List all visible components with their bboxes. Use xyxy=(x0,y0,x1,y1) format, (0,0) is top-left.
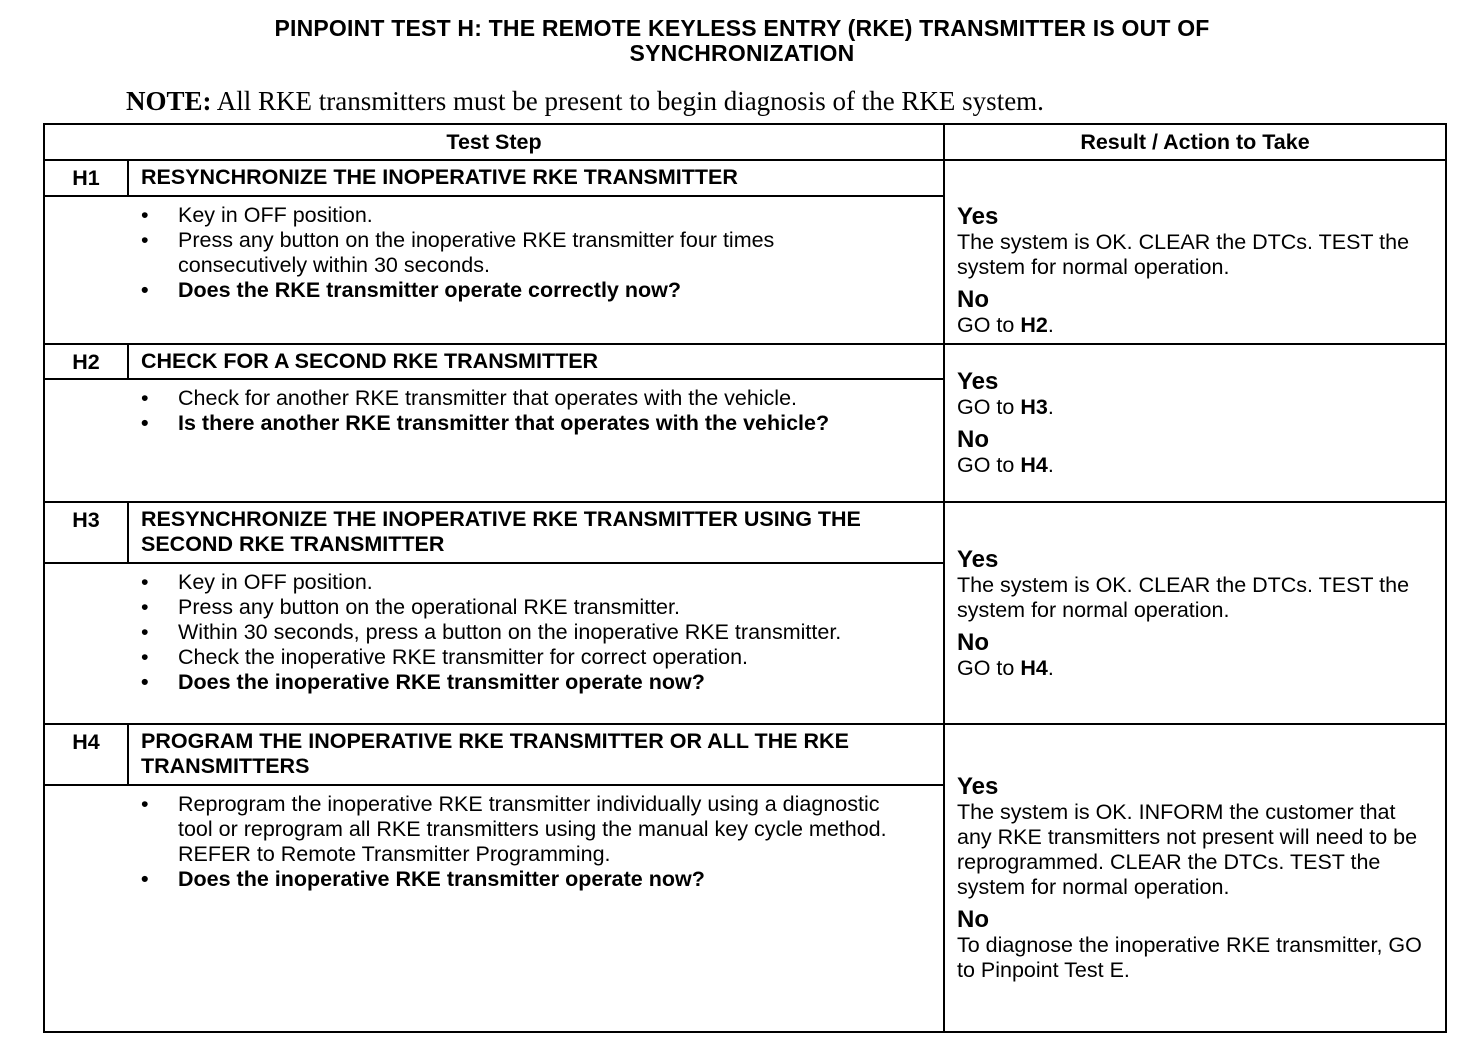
no-label: No xyxy=(957,426,989,453)
step-bullet: Press any button on the inoperative RKE … xyxy=(45,228,943,278)
title-line-2: SYNCHRONIZATION xyxy=(629,40,855,66)
no-action: GO to H2. xyxy=(957,313,1435,338)
step-header: RESYNCHRONIZE THE INOPERATIVE RKE TRANSM… xyxy=(127,159,945,197)
no-action: To diagnose the inoperative RKE transmit… xyxy=(957,933,1435,983)
note-label: NOTE: xyxy=(126,86,212,116)
no-target: H2 xyxy=(1020,312,1048,337)
step-result: Yes The system is OK. INFORM the custome… xyxy=(943,723,1447,1033)
step-header: PROGRAM THE INOPERATIVE RKE TRANSMITTER … xyxy=(127,723,945,786)
step-bullets: Key in OFF position.Press any button on … xyxy=(45,203,943,303)
step-header-row: H3 RESYNCHRONIZE THE INOPERATIVE RKE TRA… xyxy=(43,501,1447,725)
note: NOTE: All RKE transmitters must be prese… xyxy=(126,86,1044,117)
step-bullet: Press any button on the operational RKE … xyxy=(45,595,943,620)
yes-label: Yes xyxy=(957,368,999,395)
step-id: H2 xyxy=(43,343,129,380)
step-body-row: Key in OFF position.Press any button on … xyxy=(43,195,1446,345)
step-bullets: Reprogram the inoperative RKE transmitte… xyxy=(45,792,943,892)
table-header-row: Test Step Result / Action to Take xyxy=(43,123,1447,161)
no-label: No xyxy=(957,628,989,656)
step-header-row: H1 RESYNCHRONIZE THE INOPERATIVE RKE TRA… xyxy=(43,159,1447,345)
no-text: To diagnose the inoperative RKE transmit… xyxy=(957,933,1422,982)
yes-action: GO to H3. xyxy=(957,395,1435,420)
step-question: Does the RKE transmitter operate correct… xyxy=(45,278,943,303)
no-text: GO to xyxy=(957,453,1021,477)
step-id: H4 xyxy=(43,723,129,786)
no-label: No xyxy=(957,285,989,313)
step-body-row: Check for another RKE transmitter that o… xyxy=(43,378,1446,503)
no-label: No xyxy=(957,906,989,933)
yes-action: The system is OK. INFORM the customer th… xyxy=(957,800,1435,900)
step-id: H3 xyxy=(43,501,129,564)
column-test-step: Test Step xyxy=(43,123,945,161)
yes-label: Yes xyxy=(957,773,999,800)
step-question: Does the inoperative RKE transmitter ope… xyxy=(45,670,943,695)
yes-text: The system is OK. INFORM the customer th… xyxy=(957,800,1418,899)
step-bullet: Check for another RKE transmitter that o… xyxy=(45,386,943,411)
column-result: Result / Action to Take xyxy=(943,123,1447,161)
step-bullet: Reprogram the inoperative RKE transmitte… xyxy=(45,792,943,867)
step-header-row: H4 PROGRAM THE INOPERATIVE RKE TRANSMITT… xyxy=(43,723,1447,1033)
no-end: . xyxy=(1047,312,1054,337)
step-body: Key in OFF position.Press any button on … xyxy=(43,562,945,725)
step-header: RESYNCHRONIZE THE INOPERATIVE RKE TRANSM… xyxy=(127,501,945,564)
step-body: Reprogram the inoperative RKE transmitte… xyxy=(43,784,945,1033)
no-text: GO to xyxy=(957,312,1021,337)
yes-action: The system is OK. CLEAR the DTCs. TEST t… xyxy=(957,573,1435,623)
no-end: . xyxy=(1047,453,1054,477)
step-body-row: Reprogram the inoperative RKE transmitte… xyxy=(43,784,1446,1033)
yes-text: The system is OK. CLEAR the DTCs. TEST t… xyxy=(957,229,1410,279)
title-line-1: PINPOINT TEST H: THE REMOTE KEYLESS ENTR… xyxy=(274,15,1210,41)
no-target: H4 xyxy=(1020,655,1048,680)
step-bullet: Check the inoperative RKE transmitter fo… xyxy=(45,645,943,670)
no-text: GO to xyxy=(957,655,1021,680)
step-bullet: Key in OFF position. xyxy=(45,203,943,228)
step-bullet: Within 30 seconds, press a button on the… xyxy=(45,620,943,645)
note-text: All RKE transmitters must be present to … xyxy=(211,86,1044,116)
step-body: Check for another RKE transmitter that o… xyxy=(43,378,945,503)
step-id: H1 xyxy=(43,159,129,197)
page-title: PINPOINT TEST H: THE REMOTE KEYLESS ENTR… xyxy=(0,16,1472,66)
pinpoint-test-table: Test Step Result / Action to Take H1 RES… xyxy=(43,123,1447,1033)
yes-text: The system is OK. CLEAR the DTCs. TEST t… xyxy=(957,572,1410,622)
step-question: Does the inoperative RKE transmitter ope… xyxy=(45,867,943,892)
no-action: GO to H4. xyxy=(957,656,1435,681)
yes-label: Yes xyxy=(957,202,999,230)
step-bullets: Key in OFF position.Press any button on … xyxy=(45,570,943,695)
no-action: GO to H4. xyxy=(957,453,1435,478)
step-bullet: Key in OFF position. xyxy=(45,570,943,595)
step-header: CHECK FOR A SECOND RKE TRANSMITTER xyxy=(127,343,945,380)
step-question: Is there another RKE transmitter that op… xyxy=(45,411,943,436)
yes-label: Yes xyxy=(957,545,999,573)
step-header-row: H2 CHECK FOR A SECOND RKE TRANSMITTER Ye… xyxy=(43,343,1447,503)
no-end: . xyxy=(1047,655,1054,680)
yes-text: GO to xyxy=(957,395,1021,419)
step-bullets: Check for another RKE transmitter that o… xyxy=(45,386,943,436)
yes-end: . xyxy=(1047,395,1054,419)
step-body-row: Key in OFF position.Press any button on … xyxy=(43,562,1446,725)
no-target: H4 xyxy=(1020,453,1048,477)
yes-target: H3 xyxy=(1020,395,1048,419)
step-body: Key in OFF position.Press any button on … xyxy=(43,195,945,345)
step-result: Yes The system is OK. CLEAR the DTCs. TE… xyxy=(943,159,1447,345)
step-result: Yes GO to H3. No GO to H4. xyxy=(943,343,1447,503)
step-result: Yes The system is OK. CLEAR the DTCs. TE… xyxy=(943,501,1447,725)
yes-action: The system is OK. CLEAR the DTCs. TEST t… xyxy=(957,230,1435,280)
